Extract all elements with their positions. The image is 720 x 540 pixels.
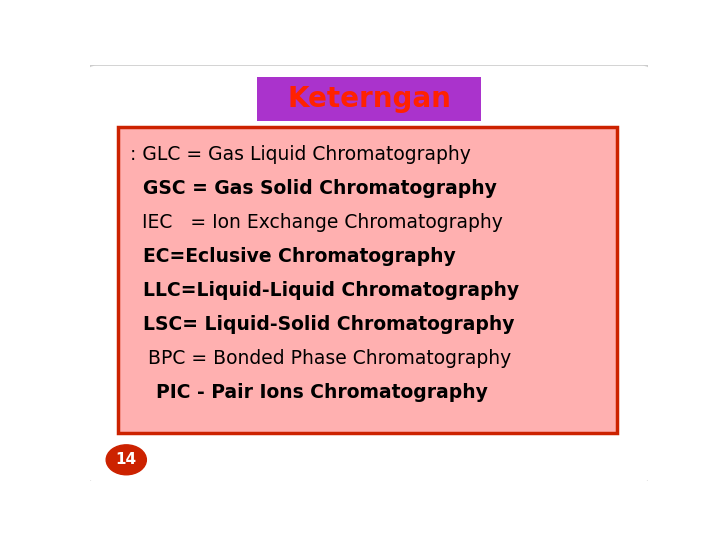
Text: IEC   = Ion Exchange Chromatography: IEC = Ion Exchange Chromatography [130,213,503,232]
FancyBboxPatch shape [87,65,651,483]
Text: EC=Eclusive Chromatography: EC=Eclusive Chromatography [130,247,456,266]
Text: LSC= Liquid-Solid Chromatography: LSC= Liquid-Solid Chromatography [130,315,515,334]
FancyBboxPatch shape [258,77,481,121]
FancyBboxPatch shape [118,127,617,433]
Text: : GLC = Gas Liquid Chromatography: : GLC = Gas Liquid Chromatography [130,145,471,164]
Text: LLC=Liquid-Liquid Chromatography: LLC=Liquid-Liquid Chromatography [130,281,519,300]
Text: 14: 14 [116,453,137,467]
Circle shape [106,445,146,475]
Text: GSC = Gas Solid Chromatography: GSC = Gas Solid Chromatography [130,179,497,198]
Text: BPC = Bonded Phase Chromatography: BPC = Bonded Phase Chromatography [130,349,511,368]
Text: PIC - Pair Ions Chromatography: PIC - Pair Ions Chromatography [130,383,488,402]
Text: Keterngan: Keterngan [287,85,451,113]
